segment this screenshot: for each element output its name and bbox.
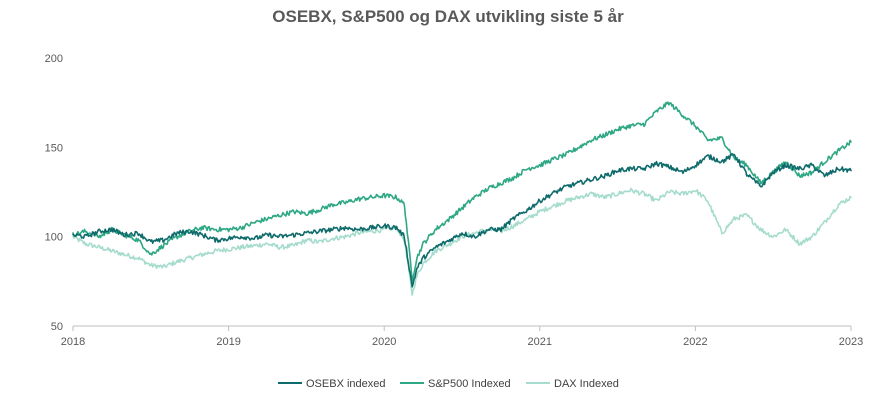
x-tick-label: 2018: [61, 336, 85, 348]
series-line-2: [72, 153, 852, 288]
series-lines: [72, 101, 852, 296]
series-line-1: [72, 101, 852, 283]
x-tick-label: 2020: [372, 336, 396, 348]
series-line-0: [72, 187, 852, 296]
y-tick-label: 100: [45, 232, 63, 244]
x-tick-label: 2023: [839, 336, 863, 348]
legend: OSEBX indexed S&P500 Indexed DAX Indexed: [278, 378, 619, 390]
x-tick-label: 2021: [528, 336, 552, 348]
x-tick-label: 2019: [216, 336, 240, 348]
legend-label: S&P500 Indexed: [428, 378, 511, 390]
x-tick-label: 2022: [683, 336, 707, 348]
x-axis-ticks: 2018 2019 2020 2021 2022 2023: [61, 326, 863, 348]
y-axis-ticks: 50 100 150 200: [45, 53, 63, 333]
chart-title: OSEBX, S&P500 og DAX utvikling siste 5 å…: [272, 7, 624, 26]
y-tick-label: 150: [45, 142, 63, 154]
y-tick-label: 50: [51, 321, 63, 333]
y-tick-label: 200: [45, 53, 63, 65]
legend-label: DAX Indexed: [554, 378, 619, 390]
legend-label: OSEBX indexed: [306, 378, 386, 390]
